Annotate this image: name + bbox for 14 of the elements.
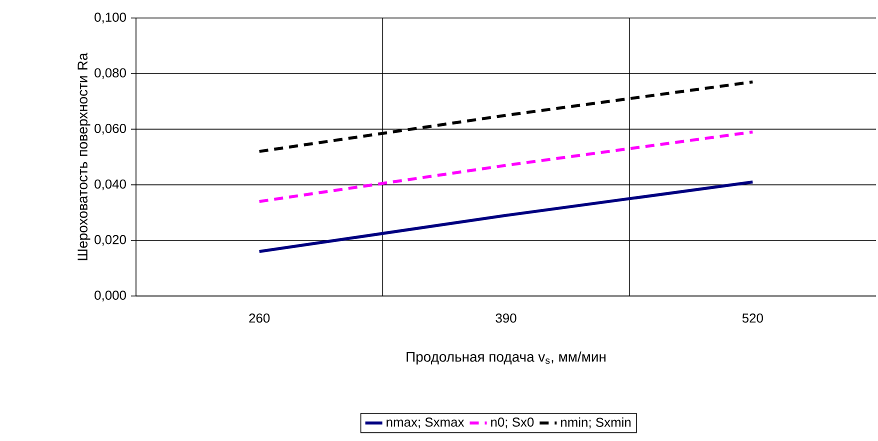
legend-label: nmax; Sxmax [386,418,464,428]
y-tick-label: 0,060 [94,124,126,135]
legend-label: nmin; Sxmin [561,417,631,428]
y-axis-title: Шероховатость поверхности Ra [78,52,90,260]
y-tick-label: 0,040 [94,179,126,190]
x-tick-label: 260 [249,314,270,323]
x-tick-label: 390 [496,314,516,323]
y-tick-label: 0,000 [94,290,126,302]
x-tick-label: 520 [742,314,763,323]
y-tick-label: 0,080 [94,68,126,79]
legend-label: n0; Sx0 [491,418,534,428]
y-tick-label: 0,020 [94,235,126,246]
x-axis-title: Продольная подача v$_{s}$, мм/мин [406,352,606,365]
y-tick-label: 0,100 [94,12,126,24]
